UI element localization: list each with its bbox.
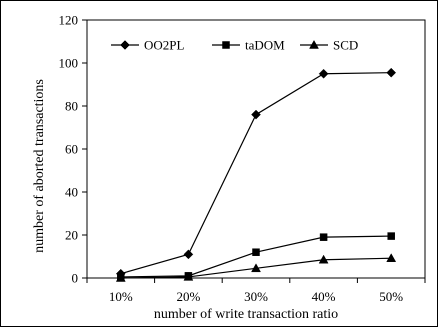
legend-marker [222,41,230,49]
data-point [183,249,194,260]
data-point [319,233,328,241]
legend-item-tadom: taDOM [212,38,285,53]
y-tick-label: 80 [65,99,78,114]
data-point [318,254,329,264]
y-tick-label: 60 [65,142,78,157]
legend-item-scd: SCD [300,38,358,53]
y-tick-label: 100 [59,56,79,71]
legend: OO2PL taDOM SCD [111,38,358,53]
x-axis: 10% 20% 30% 40% 50% [86,278,426,304]
x-tick-label: 30% [244,289,268,304]
legend-item-oo2pl: OO2PL [111,38,185,53]
x-axis-title: number of write transaction ratio [154,307,338,322]
series-tadom [117,232,395,281]
y-axis-title: number of aborted transactions [32,79,47,253]
data-point [183,271,194,281]
x-tick-label: 40% [312,289,336,304]
data-point [386,253,397,262]
legend-label: SCD [333,38,358,53]
legend-label: taDOM [245,38,285,53]
series-scd [115,253,397,282]
data-point [318,68,329,79]
y-tick-label: 20 [65,228,78,243]
data-point [252,248,260,256]
plot-area [86,19,426,279]
legend-marker [309,39,319,49]
x-tick-label: 50% [379,289,403,304]
y-tick-label: 0 [72,271,79,286]
series-oo2pl [115,67,397,279]
x-tick-label: 20% [176,289,200,304]
data-point [251,109,261,120]
plot-border [86,19,426,279]
legend-marker [120,40,130,50]
data-point [386,67,397,78]
x-tick-label: 10% [109,289,133,304]
data-point [115,272,126,282]
legend-label: OO2PL [144,38,185,53]
y-axis: 0 20 40 60 80 100 120 [59,13,87,286]
data-point [251,263,261,273]
y-tick-label: 120 [59,13,79,28]
series-line [120,72,392,275]
y-tick-label: 40 [65,185,78,200]
series-layer [115,67,397,282]
data-point [387,232,395,240]
